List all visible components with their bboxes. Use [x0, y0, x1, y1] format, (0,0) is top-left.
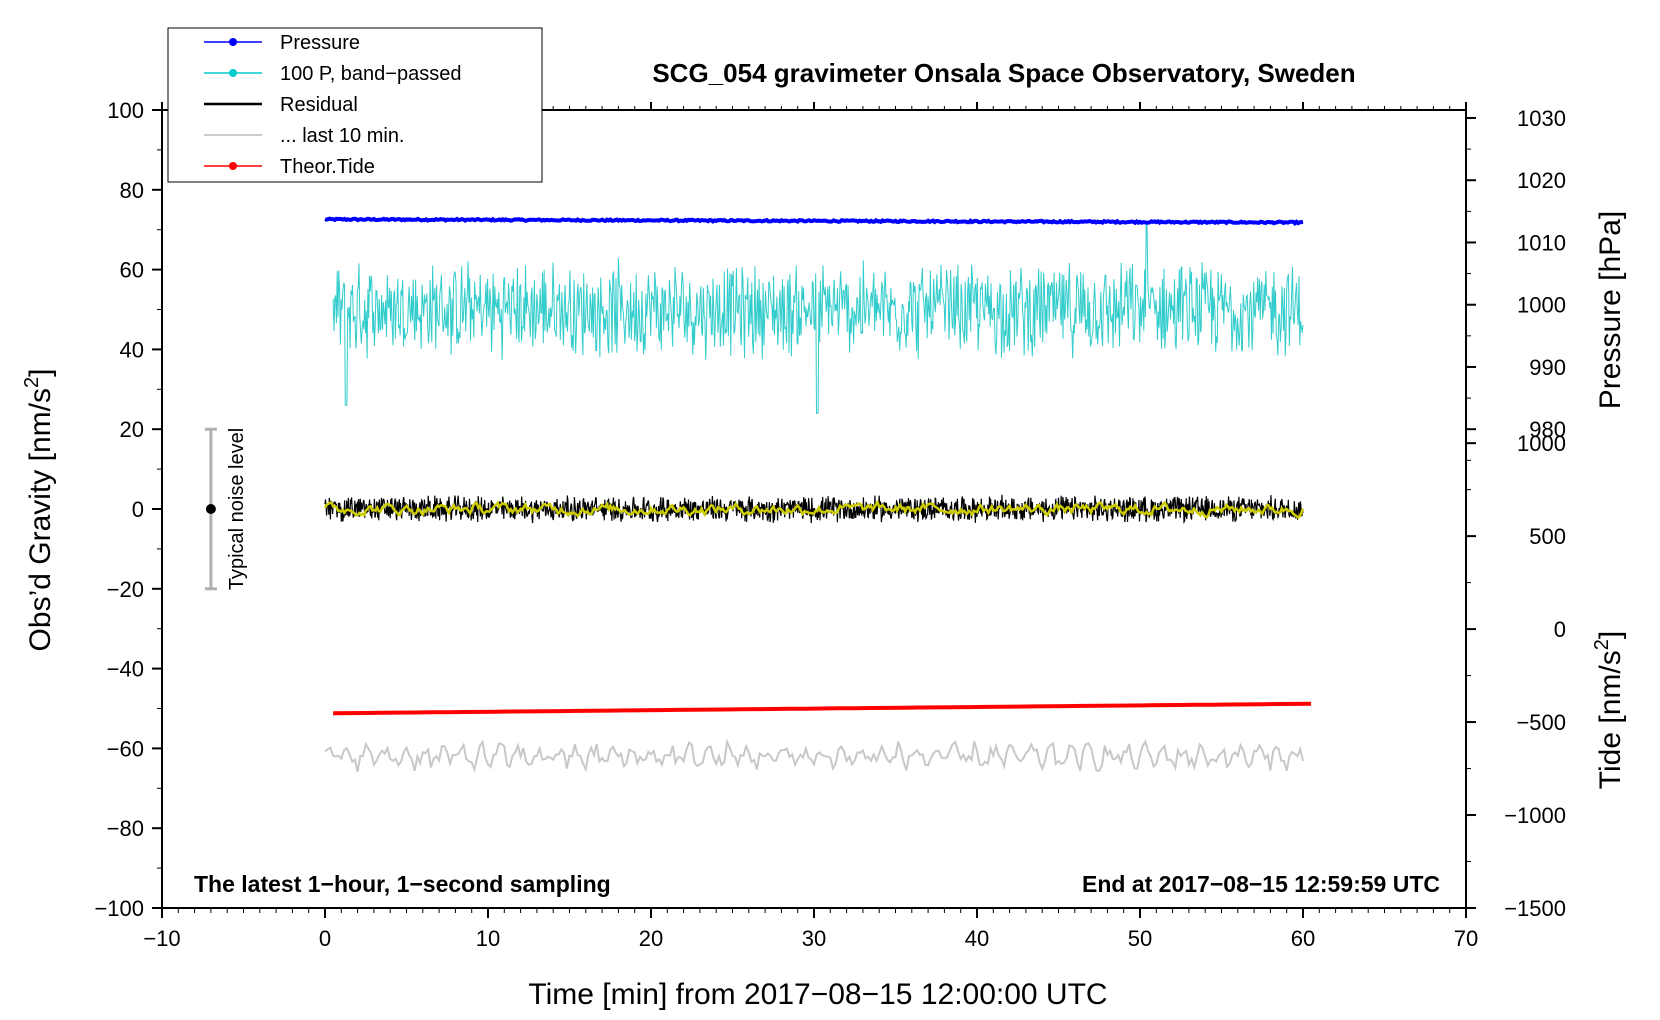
legend-label-1: 100 P, band−passed	[280, 63, 461, 85]
y-tick-label-4: 20	[120, 417, 144, 442]
y-axis-label-tide-end: ]	[1594, 631, 1627, 639]
y-tick-label-6: −20	[107, 577, 144, 602]
y-tick-label-3: 40	[120, 337, 144, 362]
y-tick-label-0: 100	[107, 98, 144, 123]
legend-label-0: Pressure	[280, 32, 360, 54]
pressure-tick-label-1: 1020	[1517, 168, 1566, 193]
y-axis-label-left: Obs’d Gravity [nm/s2]	[21, 369, 57, 652]
typical-noise-level-bar: Typical noise level	[204, 427, 248, 591]
x-tick-label-0: −10	[143, 926, 180, 951]
series-theor-tide-line	[333, 701, 1312, 716]
y-axis-label-left-sup: 2	[21, 377, 43, 388]
tide-tick-label-3: −500	[1516, 710, 1566, 735]
noise-bar-center-dot	[205, 504, 216, 514]
series-layer	[323, 216, 1312, 773]
y-axis-label-left-main: Obs’d Gravity [nm/s	[24, 388, 57, 651]
y-tick-label-10: −100	[94, 896, 144, 921]
tide-tick-label-5: −1500	[1504, 896, 1566, 921]
legend-marker-4	[229, 162, 237, 170]
y-axis-label-left-end: ]	[24, 369, 57, 377]
tide-tick-label-1: 500	[1529, 524, 1566, 549]
pressure-tick-label-5: 980	[1529, 417, 1566, 442]
y-tick-label-8: −60	[107, 736, 144, 761]
chart-title: SCG_054 gravimeter Onsala Space Observat…	[652, 58, 1355, 88]
tide-tick-label-0: 1000	[1517, 431, 1566, 456]
y-axis-label-pressure: Pressure [hPa]	[1594, 211, 1627, 409]
y-axis-label-tide-main: Tide [nm/s	[1594, 650, 1627, 789]
tide-tick-label-2: 0	[1554, 617, 1566, 642]
pressure-tick-label-2: 1010	[1517, 230, 1566, 255]
y-tick-label-7: −40	[107, 657, 144, 682]
y-tick-label-5: 0	[132, 497, 144, 522]
pressure-tick-label-3: 1000	[1517, 293, 1566, 318]
legend-label-2: Residual	[280, 94, 358, 116]
x-tick-label-8: 70	[1454, 926, 1478, 951]
pressure-tick-label-4: 990	[1529, 355, 1566, 380]
x-axis-label: Time [min] from 2017−08−15 12:00:00 UTC	[528, 978, 1107, 1011]
legend-marker-0	[229, 38, 237, 46]
series-pressure-line	[324, 216, 1304, 227]
series-band-passed-pressure-line	[332, 221, 1304, 414]
legend-label-4: Theor.Tide	[280, 156, 375, 178]
x-tick-label-5: 40	[965, 926, 989, 951]
series-residual-smoothed-line	[323, 499, 1305, 519]
series-last-10-min-line	[324, 738, 1304, 773]
y-tick-label-9: −80	[107, 816, 144, 841]
x-tick-label-6: 50	[1128, 926, 1152, 951]
pressure-tick-label-0: 1030	[1517, 106, 1566, 131]
x-tick-label-3: 20	[639, 926, 663, 951]
tick-marks-layer: −10 0 10 20 30 40 50 60 70100806040200−20−40−60−…	[94, 98, 1566, 951]
noise-bar-label: Typical noise level	[226, 428, 248, 590]
x-tick-label-7: 60	[1291, 926, 1315, 951]
legend-label-3: ... last 10 min.	[280, 125, 405, 147]
series-residual-line	[324, 494, 1304, 524]
y-tick-label-1: 80	[120, 178, 144, 203]
y-axis-label-tide-sup: 2	[1591, 639, 1613, 650]
x-tick-label-1: 0	[319, 926, 331, 951]
legend: Pressure 100 P, band−passed Residual ... la…	[167, 27, 543, 183]
tide-tick-label-4: −1000	[1504, 803, 1566, 828]
legend-marker-1	[229, 69, 237, 77]
y-axis-label-tide: Tide [nm/s2]	[1591, 631, 1627, 789]
annotation-bottom-left: The latest 1−hour, 1−second sampling	[194, 871, 611, 897]
x-tick-label-4: 30	[802, 926, 826, 951]
x-tick-label-2: 10	[476, 926, 500, 951]
annotation-bottom-right: End at 2017−08−15 12:59:59 UTC	[1082, 871, 1440, 897]
y-tick-label-2: 60	[120, 258, 144, 283]
